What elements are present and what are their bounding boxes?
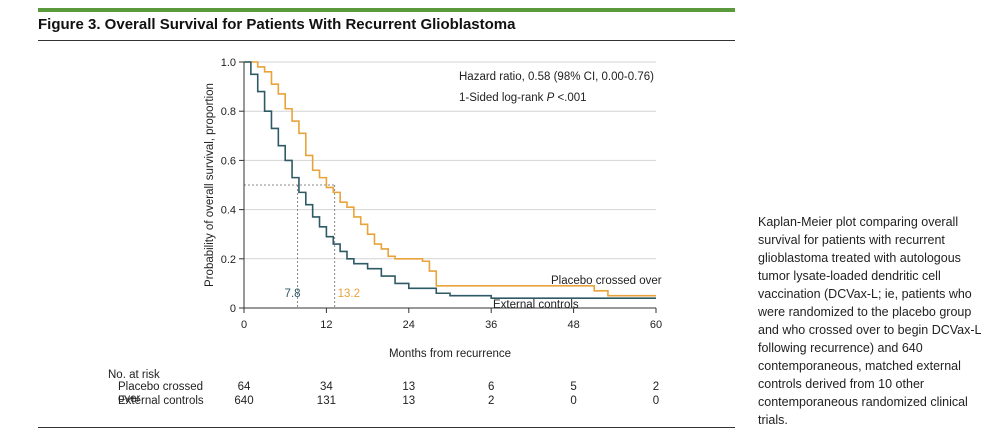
survival-curve-placebo-crossed-over: [244, 61, 656, 297]
x-tick-label: 24: [403, 319, 415, 331]
figure-title: Figure 3. Overall Survival for Patients …: [38, 16, 516, 33]
figure-caption: Kaplan-Meier plot comparing overall surv…: [758, 215, 982, 427]
risk-table-heading: No. at risk: [108, 369, 160, 381]
risk-count: 2: [652, 381, 660, 393]
risk-count: 0: [570, 395, 577, 407]
logrank-p: P: [547, 92, 555, 104]
survival-curve-external-controls: [244, 61, 656, 299]
risk-count: 13: [402, 381, 416, 393]
x-tick-label: 48: [567, 319, 579, 331]
risk-count: 34: [319, 381, 333, 393]
y-axis-label: Probability of overall survival, proport…: [204, 83, 216, 287]
median-guides: 7.8 13.2: [244, 184, 360, 308]
top-accent-bar: [38, 8, 735, 12]
median-label: 13.2: [338, 288, 360, 300]
risk-row-label: Placebo crossed over: [118, 381, 204, 405]
y-tick-label: 1.0: [221, 57, 236, 69]
x-tick-label: 0: [241, 319, 247, 331]
axes: 0 0.2 0.4 0.6 0.8 1.0 0 12 24 36 48 60: [221, 57, 662, 331]
risk-count: 640: [234, 395, 254, 407]
y-tick-label: 0.2: [221, 254, 236, 266]
legend-placebo-label: Placebo crossed over: [551, 275, 662, 287]
x-tick-label: 36: [485, 319, 497, 331]
risk-count: 2: [487, 395, 495, 407]
x-tick-label: 12: [320, 319, 332, 331]
hazard-ratio-annotation: Hazard ratio, 0.58 (98% CI, 0.00-0.76): [459, 71, 654, 83]
legend-external-label: External controls: [493, 299, 579, 311]
risk-count: 64: [237, 381, 251, 393]
risk-count: 13: [402, 395, 416, 407]
title-divider: [38, 40, 735, 41]
y-tick-label: 0.8: [221, 106, 236, 118]
x-axis-label: Months from recurrence: [389, 348, 511, 360]
risk-count: 6: [487, 381, 495, 393]
risk-count: 5: [570, 381, 577, 393]
y-tick-label: 0.4: [221, 205, 236, 217]
risk-row-label: External controls: [118, 395, 204, 407]
gridlines: [244, 61, 656, 260]
y-tick-label: 0: [230, 303, 236, 315]
logrank-prefix: 1-Sided log-rank: [459, 92, 547, 104]
logrank-suffix: <.001: [554, 92, 586, 104]
risk-count: 0: [652, 395, 660, 407]
risk-count: 131: [316, 395, 336, 407]
survival-curves: [244, 61, 656, 299]
y-tick-label: 0.6: [221, 155, 236, 167]
x-tick-label: 60: [650, 319, 662, 331]
logrank-annotation: 1-Sided log-rank P <.001: [459, 92, 587, 104]
median-label: 7.8: [285, 288, 301, 300]
bottom-divider: [38, 427, 735, 428]
